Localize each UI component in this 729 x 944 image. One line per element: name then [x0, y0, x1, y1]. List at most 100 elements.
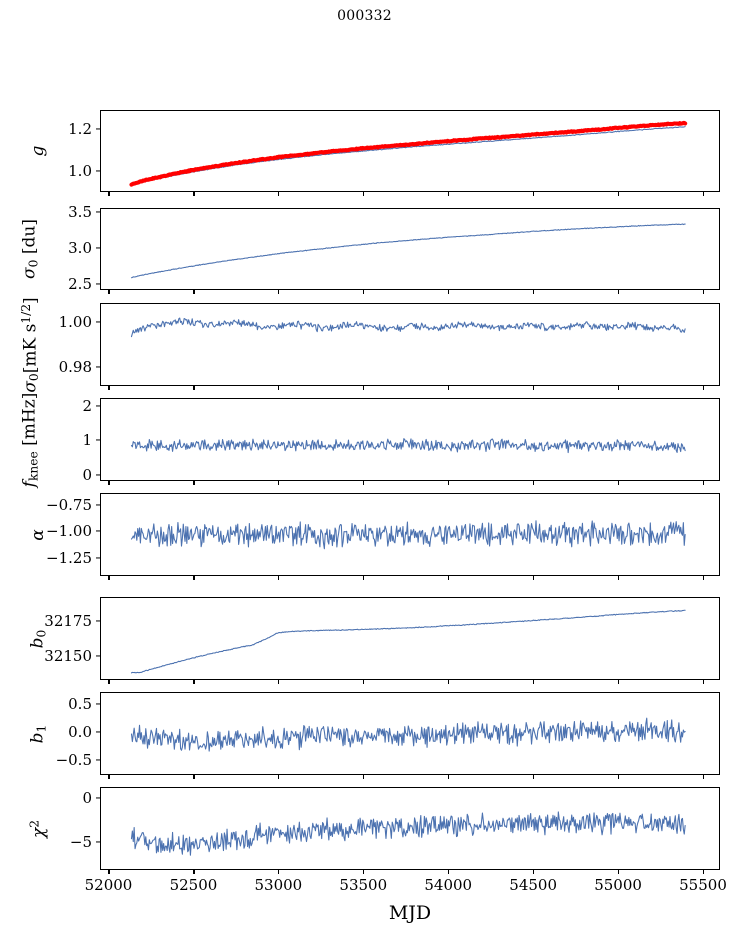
- xtick-mark-sigma0_mks-5: [533, 386, 535, 390]
- ylabel-fknee: fknee [mHz]: [19, 392, 41, 487]
- xtick-label-0: 52000: [84, 876, 133, 894]
- ytick-label-sigma0_du-2: 3.5: [68, 203, 92, 222]
- xtick-mark-gain-4: [448, 192, 450, 196]
- xtick-mark-gain-1: [193, 192, 195, 196]
- ytick-label-alpha-2: −1.25: [46, 548, 92, 567]
- line-alpha: [130, 520, 686, 550]
- xtick-mark-alpha-3: [363, 576, 365, 580]
- line-fknee: [130, 438, 686, 454]
- ytick-label-sigma0_mks-0: 0.98: [58, 357, 92, 376]
- ytick-label-gain-0: 1.0: [68, 161, 92, 180]
- ytick-mark-sigma0_du-1: [96, 247, 100, 249]
- line-g_model: [129, 120, 688, 187]
- xtick-mark-fknee-5: [533, 481, 535, 485]
- xtick-mark-gain-7: [703, 192, 705, 196]
- ytick-label-fknee-2: 2: [82, 396, 92, 415]
- ytick-label-sigma0_du-1: 3.0: [68, 239, 92, 258]
- xtick-mark-sigma0_du-0: [108, 290, 110, 294]
- ytick-label-b0-1: 32175: [44, 611, 92, 630]
- ytick-label-chi2-1: −5: [69, 832, 92, 851]
- ytick-label-alpha-1: −1.00: [46, 522, 92, 541]
- xtick-label-1: 52500: [169, 876, 218, 894]
- xtick-mark-gain-6: [618, 192, 620, 196]
- xtick-mark-alpha-1: [193, 576, 195, 580]
- panel-b0: [100, 597, 720, 680]
- line-b1: [130, 717, 686, 752]
- xtick-mark-b0-0: [108, 680, 110, 684]
- xtick-mark-sigma0_du-1: [193, 290, 195, 294]
- series-plot-sigma0_du: [130, 223, 686, 279]
- xtick-mark-fknee-4: [448, 481, 450, 485]
- panel-gain: [100, 110, 720, 192]
- line-chi2: [130, 811, 686, 856]
- xtick-mark-sigma0_mks-1: [193, 386, 195, 390]
- ytick-mark-alpha-2: [96, 557, 100, 559]
- xtick-mark-b0-3: [363, 680, 365, 684]
- ytick-mark-sigma0_mks-1: [96, 321, 100, 323]
- xtick-mark-fknee-1: [193, 481, 195, 485]
- xtick-mark-chi2-0: [108, 870, 110, 874]
- ylabel-b0: b0: [27, 629, 49, 648]
- ytick-mark-b0-1: [96, 620, 100, 622]
- panel-fknee: [100, 398, 720, 481]
- panel-b1: [100, 692, 720, 775]
- ytick-mark-alpha-0: [96, 504, 100, 506]
- line-sigma0_du: [130, 223, 686, 279]
- ytick-label-fknee-1: 1: [82, 431, 92, 450]
- xtick-mark-alpha-7: [703, 576, 705, 580]
- xtick-mark-b0-1: [193, 680, 195, 684]
- ytick-label-chi2-0: 0: [82, 788, 92, 807]
- xtick-mark-gain-2: [278, 192, 280, 196]
- ylabel-sigma0_mks: σ0[mK s1/2]: [18, 296, 42, 393]
- series-plot-b0: [130, 609, 686, 674]
- xtick-mark-sigma0_du-3: [363, 290, 365, 294]
- xtick-mark-sigma0_mks-2: [278, 386, 280, 390]
- xtick-mark-sigma0_mks-7: [703, 386, 705, 390]
- xtick-mark-chi2-3: [363, 870, 365, 874]
- xtick-mark-sigma0_du-7: [703, 290, 705, 294]
- series-plot-b1: [130, 717, 686, 752]
- ytick-label-fknee-0: 0: [82, 465, 92, 484]
- xtick-mark-chi2-1: [193, 870, 195, 874]
- xtick-mark-fknee-6: [618, 481, 620, 485]
- ytick-label-sigma0_mks-1: 1.00: [58, 313, 92, 332]
- ytick-mark-sigma0_mks-0: [96, 366, 100, 368]
- xtick-mark-sigma0_du-2: [278, 290, 280, 294]
- xtick-label-6: 55000: [594, 876, 642, 894]
- xtick-mark-chi2-4: [448, 870, 450, 874]
- line-g_fit: [130, 126, 686, 186]
- xtick-mark-b0-2: [278, 680, 280, 684]
- xtick-mark-gain-5: [533, 192, 535, 196]
- series-plot-alpha: [130, 520, 686, 550]
- ytick-mark-chi2-0: [96, 797, 100, 799]
- xtick-label-7: 55500: [679, 876, 727, 894]
- xtick-mark-sigma0_du-5: [533, 290, 535, 294]
- ytick-label-sigma0_du-0: 2.5: [68, 275, 92, 294]
- panel-sigma0_du: [100, 208, 720, 290]
- ylabel-gain: g: [28, 145, 48, 157]
- ytick-mark-sigma0_du-0: [96, 283, 100, 285]
- xtick-mark-alpha-6: [618, 576, 620, 580]
- xtick-mark-b1-0: [108, 775, 110, 779]
- xtick-mark-sigma0_du-6: [618, 290, 620, 294]
- xtick-label-2: 53000: [254, 876, 303, 894]
- xtick-mark-b1-3: [363, 775, 365, 779]
- xaxis-label: MJD: [388, 902, 432, 924]
- xtick-mark-sigma0_mks-6: [618, 386, 620, 390]
- xtick-mark-b1-4: [448, 775, 450, 779]
- ylabel-b1: b1: [27, 724, 49, 743]
- ytick-mark-alpha-1: [96, 530, 100, 532]
- ytick-mark-gain-1: [96, 128, 100, 130]
- xtick-mark-alpha-2: [278, 576, 280, 580]
- xtick-mark-chi2-6: [618, 870, 620, 874]
- panel-alpha: [100, 493, 720, 576]
- xtick-mark-fknee-7: [703, 481, 705, 485]
- xtick-mark-b0-7: [703, 680, 705, 684]
- series-plot-fknee: [130, 438, 686, 454]
- xtick-label-3: 53500: [339, 876, 388, 894]
- ylabel-alpha: α: [28, 528, 48, 541]
- ytick-label-b1-0: 0.5: [68, 695, 92, 714]
- ytick-mark-b1-2: [96, 758, 100, 761]
- ytick-mark-gain-0: [96, 170, 100, 172]
